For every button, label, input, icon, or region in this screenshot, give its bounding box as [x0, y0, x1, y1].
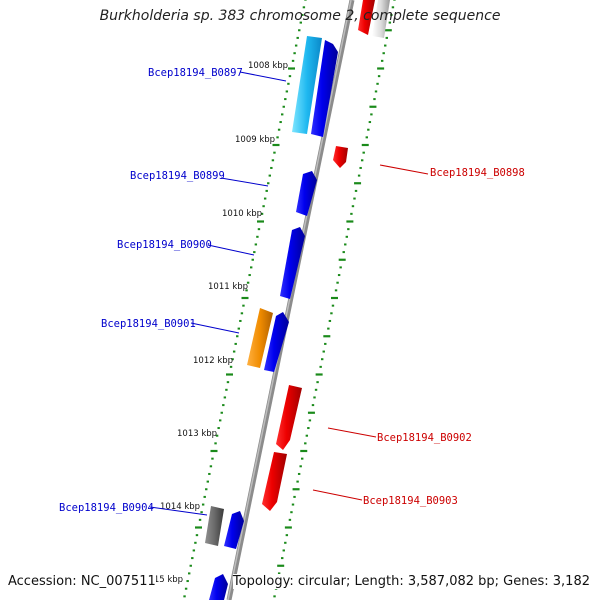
callout-line-b0899 — [220, 177, 269, 187]
gene-partial-top-gray[interactable] — [372, 0, 390, 38]
gene-blue-b0901[interactable] — [264, 312, 289, 372]
gene-label-b0901[interactable]: Bcep18194_B0901 — [101, 318, 196, 330]
gene-label-b0898[interactable]: Bcep18194_B0898 — [430, 167, 525, 179]
kbp-tick-labels: 1008 kbp 1009 kbp 1010 kbp 1011 kbp 1012… — [143, 61, 288, 585]
reverse-tick-ring — [273, 0, 396, 598]
gene-blue-b0899[interactable] — [296, 171, 317, 216]
gene-label-b0904[interactable]: Bcep18194_B0904 — [59, 502, 154, 514]
gene-callouts: Bcep18194_B0897 Bcep18194_B0898 Bcep1819… — [59, 67, 525, 516]
gene-blue-b0900[interactable] — [280, 227, 305, 299]
reverse-genes — [262, 146, 348, 511]
gene-blue-b0904[interactable] — [224, 511, 244, 549]
chromosome-backbone-highlight — [227, 0, 352, 600]
gene-blue-b0897[interactable] — [311, 40, 338, 137]
callout-line-b0904 — [149, 506, 208, 516]
tick-label-1008: 1008 kbp — [248, 61, 288, 71]
tick-label-1014: 1014 kbp — [160, 502, 200, 512]
callout-line-b0902 — [327, 427, 377, 438]
tick-label-1011: 1011 kbp — [208, 282, 248, 292]
gene-gray-b0904[interactable] — [205, 506, 224, 546]
tick-label-1013: 1013 kbp — [177, 429, 217, 439]
tick-label-1015: 1015 kbp — [143, 575, 183, 585]
gene-red-b0903[interactable] — [262, 452, 287, 511]
tick-label-1010: 1010 kbp — [222, 209, 262, 219]
map-title: Burkholderia sp. 383 chromosome 2, compl… — [99, 8, 501, 24]
gene-red-b0898[interactable] — [333, 146, 348, 168]
gene-label-b0897[interactable]: Bcep18194_B0897 — [148, 67, 243, 79]
gene-label-b0899[interactable]: Bcep18194_B0899 — [130, 170, 225, 182]
gene-label-b0900[interactable]: Bcep18194_B0900 — [117, 239, 212, 251]
gene-cyan-b0897a[interactable] — [292, 36, 322, 134]
gene-label-b0903[interactable]: Bcep18194_B0903 — [363, 495, 458, 507]
gene-red-b0902[interactable] — [276, 385, 302, 450]
chromosome-backbone — [226, 0, 355, 600]
forward-tick-ring — [183, 0, 307, 598]
callout-line-b0901 — [190, 322, 240, 334]
gene-label-b0902[interactable]: Bcep18194_B0902 — [377, 432, 472, 444]
gene-partial-top-red[interactable] — [358, 0, 375, 35]
gene-orange-b0901[interactable] — [247, 308, 273, 368]
tick-label-1012: 1012 kbp — [193, 356, 233, 366]
genome-summary-text: Topology: circular; Length: 3,587,082 bp… — [232, 574, 590, 589]
forward-genes — [205, 0, 390, 600]
callout-line-b0898 — [379, 164, 429, 175]
accession-text: Accession: NC_007511 — [8, 574, 156, 589]
gene-blue-bottom[interactable] — [209, 574, 228, 600]
callout-line-b0903 — [312, 489, 363, 501]
callout-line-b0900 — [207, 244, 255, 256]
tick-label-1009: 1009 kbp — [235, 135, 275, 145]
callout-line-b0897 — [239, 71, 287, 82]
